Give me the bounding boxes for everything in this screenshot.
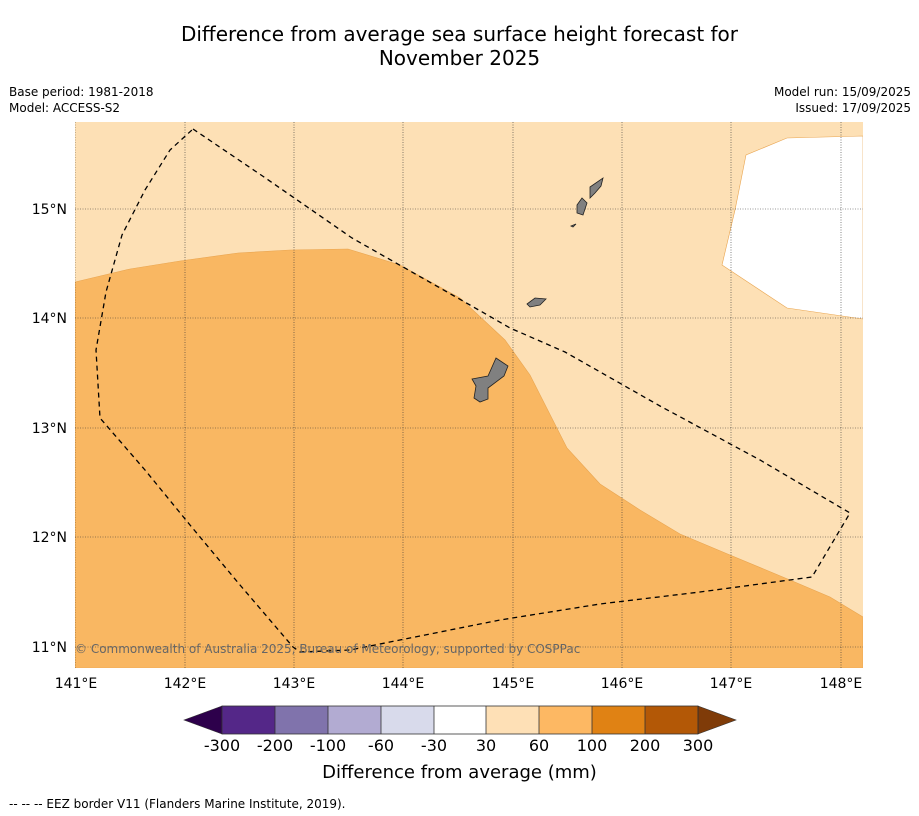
colorbar-tick: -100 xyxy=(309,736,347,755)
colorbar-tick: 60 xyxy=(528,736,550,755)
colorbar-swatch xyxy=(539,706,592,734)
colorbar-extend-high xyxy=(697,705,737,735)
colorbar-swatch xyxy=(381,706,434,734)
chart-title: Difference from average sea surface heig… xyxy=(0,22,919,70)
colorbar-label: Difference from average (mm) xyxy=(322,762,597,783)
lat-label: 15°N xyxy=(32,202,67,218)
colorbar-tick: 200 xyxy=(629,736,661,755)
colorbar-swatch xyxy=(275,706,328,734)
lon-label: 147°E xyxy=(710,676,753,692)
map-area: © Commonwealth of Australia 2025, Bureau… xyxy=(75,122,863,668)
colorbar-swatch xyxy=(434,706,486,734)
meta-right: Model run: 15/09/2025 Issued: 17/09/2025 xyxy=(774,84,911,116)
colorbar xyxy=(183,705,737,735)
colorbar-tick: -200 xyxy=(256,736,294,755)
lat-label: 12°N xyxy=(32,530,67,546)
lon-label: 142°E xyxy=(164,676,207,692)
lat-label: 14°N xyxy=(32,311,67,327)
copyright-text: © Commonwealth of Australia 2025, Bureau… xyxy=(75,642,580,656)
lon-label: 143°E xyxy=(273,676,316,692)
latitude-labels: 15°N 14°N 13°N 12°N 11°N xyxy=(32,202,67,656)
colorbar-swatch xyxy=(645,706,698,734)
lat-label: 13°N xyxy=(32,421,67,437)
issued-date: Issued: 17/09/2025 xyxy=(795,101,911,115)
meta-left: Base period: 1981-2018 Model: ACCESS-S2 xyxy=(9,84,154,116)
colorbar-swatch xyxy=(328,706,381,734)
island-saipan xyxy=(589,177,604,199)
land-masses xyxy=(471,177,604,403)
colorbar-extend-low xyxy=(183,705,223,735)
title-line-2: November 2025 xyxy=(378,46,541,70)
colorbar-swatch xyxy=(486,706,539,734)
colorbar-swatch xyxy=(592,706,645,734)
island-tinian xyxy=(576,197,588,216)
base-period: Base period: 1981-2018 xyxy=(9,85,154,99)
colorbar-tick: 100 xyxy=(576,736,608,755)
band-neutral xyxy=(721,135,863,320)
colorbar-tick: -60 xyxy=(367,736,395,755)
lon-label: 144°E xyxy=(382,676,425,692)
colorbar-tick: 300 xyxy=(682,736,714,755)
island-aguijan xyxy=(570,223,577,228)
footer-note: -- -- -- EEZ border V11 (Flanders Marine… xyxy=(9,797,346,811)
colorbar-tick: -300 xyxy=(203,736,241,755)
model-run: Model run: 15/09/2025 xyxy=(773,85,911,99)
band-60-100 xyxy=(75,248,863,668)
colorbar-tick: -30 xyxy=(420,736,448,755)
lon-label: 146°E xyxy=(601,676,644,692)
lon-label: 145°E xyxy=(492,676,535,692)
colorbar-swatch xyxy=(222,706,275,734)
lon-label: 141°E xyxy=(55,676,98,692)
island-rota xyxy=(526,297,547,308)
model-name: Model: ACCESS-S2 xyxy=(9,101,121,115)
longitude-labels: 141°E 142°E 143°E 144°E 145°E 146°E 147°… xyxy=(55,676,863,692)
island-guam xyxy=(471,357,509,403)
colorbar-tick: 30 xyxy=(475,736,497,755)
lat-label: 11°N xyxy=(32,640,67,656)
title-line-1: Difference from average sea surface heig… xyxy=(180,22,739,46)
lon-label: 148°E xyxy=(820,676,863,692)
gridlines xyxy=(75,122,863,668)
